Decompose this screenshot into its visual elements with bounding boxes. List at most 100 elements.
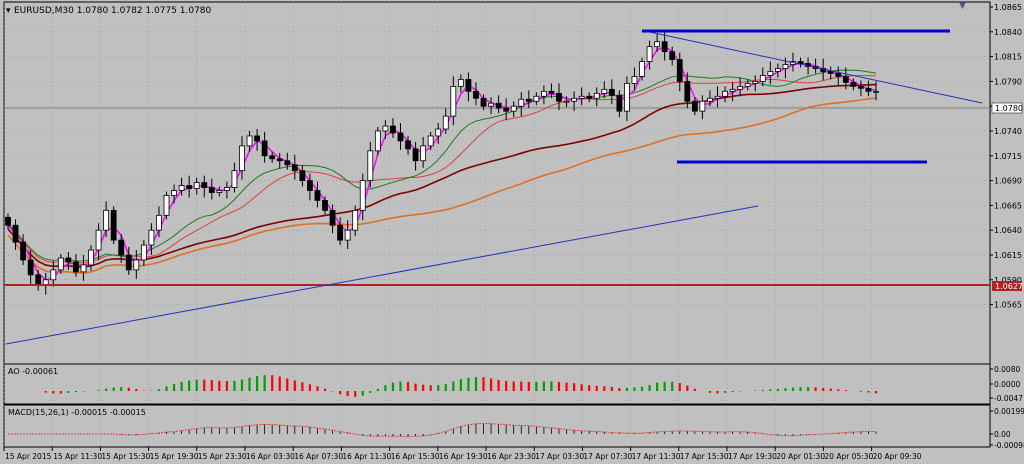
price-tick-label: 1.0840: [994, 28, 1022, 37]
candle-body: [473, 90, 479, 99]
time-tick-label: 17 Apr 11:30: [632, 452, 681, 461]
candle-body: [616, 94, 623, 112]
candle-body: [420, 145, 427, 162]
candle-body: [865, 87, 872, 92]
candle-body: [12, 224, 19, 243]
candle-body: [125, 254, 132, 271]
current-price-tag: 1.0780: [991, 102, 1023, 114]
support-price-tag: 1.0627: [992, 281, 1023, 291]
time-tick-label: 16 Apr 11:30: [342, 452, 391, 461]
price-tick-label: 1.0865: [994, 3, 1022, 12]
candle-body: [669, 51, 676, 60]
candle-body: [382, 125, 389, 132]
candle-body: [873, 90, 879, 93]
candle-body: [216, 190, 223, 193]
candle-body: [797, 61, 804, 64]
candle-body: [178, 185, 185, 191]
candle-body: [284, 160, 291, 166]
candle-body: [223, 187, 230, 191]
candle-body: [850, 81, 857, 87]
candle-body: [556, 92, 562, 102]
candle-body: [442, 115, 449, 130]
macd-tick-label: 0.00199: [994, 407, 1024, 416]
candle-body: [140, 244, 147, 261]
ao-tick-label: 0.0080: [994, 365, 1020, 374]
candle-body: [5, 216, 11, 226]
price-tick-label: 1.0740: [994, 127, 1022, 136]
candle-body: [752, 81, 759, 84]
candle-body: [593, 92, 600, 99]
price-axis[interactable]: 1.08651.08401.08151.07901.07651.07401.07…: [990, 3, 1022, 310]
time-tick-label: 15 Apr 2015: [5, 452, 52, 461]
candle-body: [359, 180, 366, 211]
candle-body: [533, 95, 540, 102]
time-tick-label: 15 Apr 19:30: [150, 452, 199, 461]
candle-body: [337, 224, 344, 241]
candle-body: [571, 97, 577, 102]
candle-body: [465, 79, 472, 92]
candle-body: [118, 239, 125, 256]
candle-body: [397, 132, 404, 142]
candle-body: [163, 195, 170, 216]
support-price-value: 1.0627: [995, 282, 1023, 291]
macd-signal-line: [8, 422, 877, 437]
current-price-value: 1.0780: [995, 104, 1023, 113]
time-tick-label: 16 Apr 15:30: [391, 452, 440, 461]
candle-body: [276, 158, 283, 162]
time-tick-label: 16 Apr 07:30: [294, 452, 343, 461]
candle-body: [525, 98, 532, 102]
price-tick-label: 1.0790: [994, 77, 1022, 86]
price-tick-label: 1.0640: [994, 226, 1022, 235]
ascending-trend-line[interactable]: [5, 205, 759, 345]
candle-body: [412, 148, 419, 162]
ao-panel[interactable]: AO -0.00061: [3, 363, 991, 405]
candle-body: [374, 130, 381, 152]
candle-body: [691, 100, 698, 112]
candle-body: [50, 269, 57, 281]
one-click-trading-icon[interactable]: ▼: [959, 1, 966, 11]
candle-body: [73, 261, 79, 273]
candle-body: [714, 95, 721, 99]
candle-body: [171, 190, 177, 196]
candle-body: [488, 102, 494, 107]
candle-body: [367, 150, 374, 181]
candle-body: [329, 209, 336, 226]
ao-histogram: [44, 375, 878, 397]
time-tick-label: 17 Apr 03:30: [535, 452, 584, 461]
price-tick-label: 1.0690: [994, 177, 1022, 186]
candle-body: [858, 85, 864, 89]
price-tick-label: 1.0615: [994, 251, 1022, 260]
ma-slowest-line: [7, 97, 877, 274]
macd-panel[interactable]: MACD(15,26,1) -0.00015 -0.00015: [3, 404, 991, 448]
time-axis[interactable]: 15 Apr 2015 15 Apr 11:30 15 Apr 15:30 15 Ap…: [3, 447, 922, 461]
macd-axis: 0.00199 0.00 -0.00098: [990, 407, 1024, 450]
price-tick-label: 1.0815: [994, 53, 1022, 62]
candle-body: [480, 97, 487, 107]
candle-body: [684, 81, 691, 102]
candle-body: [65, 257, 72, 263]
candle-body: [631, 76, 638, 84]
candle-body: [299, 170, 306, 181]
candle-body: [646, 46, 653, 62]
candle-body: [80, 264, 87, 273]
candle-body: [435, 128, 442, 137]
candle-body: [405, 140, 411, 150]
candle-body: [35, 274, 42, 286]
time-tick-label: 16 Apr 19:30: [439, 452, 488, 461]
descending-trend-line[interactable]: [644, 30, 983, 104]
candle-body: [20, 241, 26, 261]
candle-body: [654, 41, 661, 48]
candle-body: [450, 85, 457, 117]
candle-body: [729, 88, 736, 92]
candle-body: [201, 182, 208, 188]
candle-body: [314, 190, 321, 201]
candle-body: [239, 145, 245, 172]
candle-body: [827, 71, 834, 74]
main-price-panel[interactable]: ▾ EURUSD,M30 1.0780 1.0782 1.0775 1.0780…: [3, 1, 991, 365]
candle-body: [103, 209, 110, 231]
candle-body: [601, 88, 608, 94]
candle-body: [510, 105, 517, 112]
candle-body: [548, 90, 555, 94]
candle-body: [744, 82, 751, 87]
